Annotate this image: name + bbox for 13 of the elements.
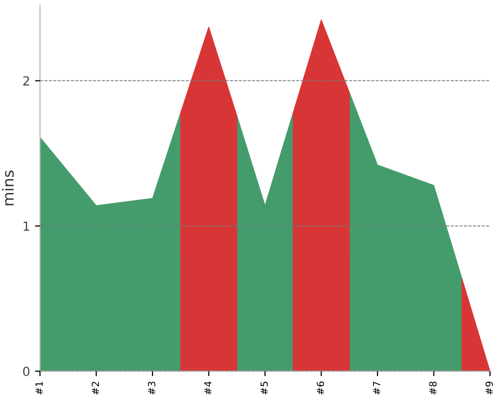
y-tick-label: 2 (23, 76, 30, 86)
x-tick-label: #5 (260, 382, 268, 395)
x-tick-label: #8 (429, 382, 437, 395)
x-tick-label: #4 (204, 381, 212, 395)
x-tick-label: #9 (485, 382, 493, 395)
x-tick-label: #1 (36, 382, 43, 395)
x-tick-label: #2 (92, 382, 99, 395)
x-tick-label: #7 (373, 382, 380, 395)
x-tick-label: #6 (316, 382, 324, 395)
x-tick-label: #3 (148, 382, 156, 395)
y-tick-label: 0 (23, 366, 30, 376)
y-tick-label: 1 (24, 222, 30, 231)
y-axis-title: mins (2, 170, 14, 206)
